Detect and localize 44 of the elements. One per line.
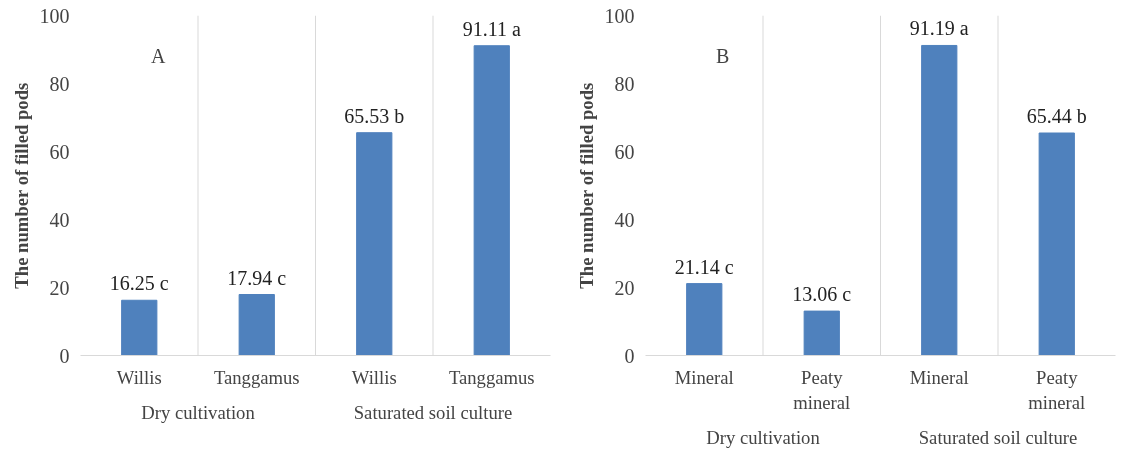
bar <box>686 283 723 356</box>
y-tick-label: 100 <box>39 4 70 27</box>
text: Saturated soil culture <box>918 426 1078 448</box>
data-label: 13.06 c <box>792 283 852 306</box>
data-label: 65.53 b <box>344 104 405 127</box>
bar <box>121 299 158 356</box>
y-tick-label: 20 <box>614 276 635 299</box>
y-tick-label: 100 <box>604 4 635 27</box>
y-tick-label: 0 <box>624 344 635 367</box>
x-tick-label: Willis <box>116 366 162 388</box>
data-label: 17.94 c <box>227 266 287 289</box>
data-label: 91.11 a <box>462 17 521 40</box>
x-tick-label: Willis <box>351 366 397 388</box>
x-tick-label: Peaty mineral <box>793 366 851 413</box>
y-tick-label: 80 <box>49 72 70 95</box>
y-tick-label: 60 <box>49 140 70 163</box>
annotation: B <box>716 44 730 67</box>
bar <box>921 44 958 356</box>
text: Dry cultivation <box>706 426 821 448</box>
data-label: 65.44 b <box>1026 105 1087 127</box>
text: Dry cultivation <box>141 401 256 423</box>
x-tick-label: Mineral <box>674 366 734 388</box>
data-label: 21.14 c <box>674 255 734 278</box>
y-axis-title: The number of filled pods <box>575 82 597 289</box>
x-tick-label: Tanggamus <box>213 366 300 388</box>
x-tick-label: Tanggamus <box>448 366 535 388</box>
y-tick-label: 40 <box>49 208 70 231</box>
bar <box>473 45 510 356</box>
y-tick-label: 0 <box>59 344 70 367</box>
y-tick-label: 20 <box>49 276 70 299</box>
annotation: A <box>151 44 166 67</box>
y-tick-label: 60 <box>614 140 635 163</box>
x-tick-label: Mineral <box>909 366 969 388</box>
y-tick-label: 40 <box>614 208 635 231</box>
data-label: 91.19 a <box>909 17 969 40</box>
data-label: 16.25 c <box>109 272 169 295</box>
text: Saturated soil culture <box>353 401 513 423</box>
x-tick-label: Peaty mineral <box>1028 366 1086 413</box>
y-axis-title: The number of filled pods <box>10 82 32 289</box>
y-tick-label: 80 <box>614 72 635 95</box>
bar <box>356 132 393 356</box>
bar <box>803 310 840 356</box>
bar <box>1038 132 1075 356</box>
bar <box>238 294 275 356</box>
